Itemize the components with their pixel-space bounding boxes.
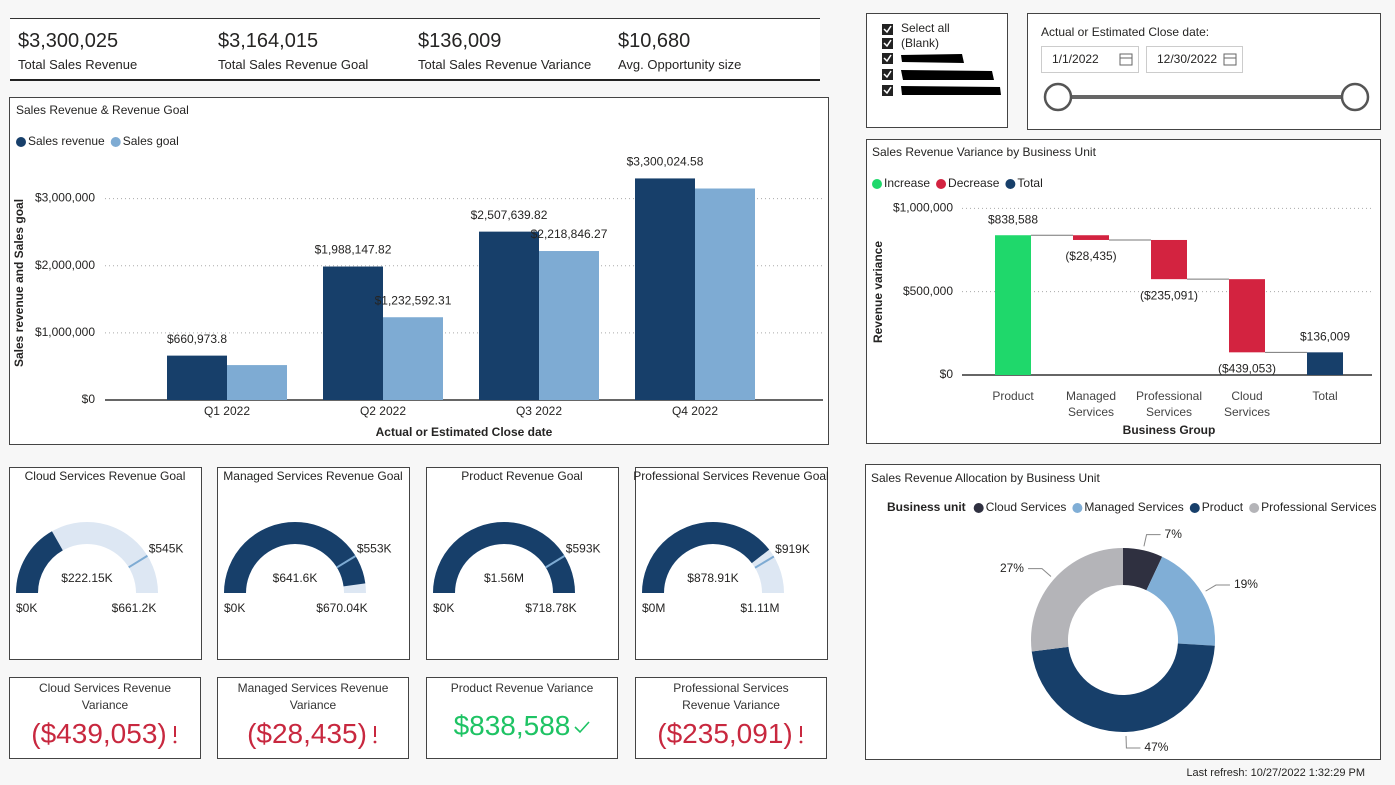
card-title: Product Revenue Variance xyxy=(450,681,594,695)
variance-card: Product Revenue Variance $838,588 xyxy=(426,677,618,759)
x-tick-label: Professional Services xyxy=(1135,389,1203,419)
gauge-panel xyxy=(426,467,619,660)
alert-icon xyxy=(799,726,803,744)
kpi-value: $10,680 xyxy=(618,30,691,52)
card-title: Cloud Services Revenue Variance xyxy=(38,681,172,712)
date-filter-title: Actual or Estimated Close date: xyxy=(1041,25,1210,39)
variance-card: Managed Services Revenue Variance ($28,4… xyxy=(217,677,409,759)
gauge-panel xyxy=(635,467,828,660)
kpi-label: Total Sales Revenue Goal xyxy=(218,57,369,72)
x-tick-label: Managed Services xyxy=(1065,389,1117,419)
x-tick-label: Product xyxy=(992,389,1034,403)
card-value-row: ($235,091) xyxy=(657,714,804,758)
card-value-row: ($439,053) xyxy=(31,714,178,758)
date-end[interactable]: 12/30/2022 xyxy=(1146,46,1243,73)
check-icon xyxy=(574,720,590,733)
card-value: $838,588 xyxy=(453,709,571,741)
card-title: Managed Services Revenue Variance xyxy=(237,681,389,712)
donut-panel xyxy=(865,464,1381,760)
card-value-row: $838,588 xyxy=(454,697,591,758)
gauge-panel xyxy=(217,467,410,660)
alert-icon xyxy=(373,726,377,744)
kpi-label: Avg. Opportunity size xyxy=(618,57,742,72)
footer: Last refresh: 10/27/2022 1:32:29 PM xyxy=(1186,767,1365,779)
card-value: ($235,091) xyxy=(657,718,793,749)
card-title: Professional Services Revenue Variance xyxy=(673,681,789,712)
card-value: ($439,053) xyxy=(31,718,167,749)
kpi-strip: $3,300,025 Total Sales Revenue $3,164,01… xyxy=(10,18,820,81)
kpi-value: $3,164,015 xyxy=(218,30,319,52)
bar-chart-panel xyxy=(9,97,829,445)
kpi-value: $136,009 xyxy=(418,30,502,52)
slicer-panel xyxy=(866,13,1008,128)
date-filter-panel: Actual or Estimated Close date: 1/1/2022… xyxy=(1027,13,1381,130)
gauge-panel xyxy=(9,467,202,660)
x-tick-label: Total xyxy=(1312,389,1338,403)
kpi-label: Total Sales Revenue xyxy=(18,57,138,72)
kpi-label: Total Sales Revenue Variance xyxy=(418,57,592,72)
card-value: ($28,435) xyxy=(247,718,367,749)
kpi-value: $3,300,025 xyxy=(18,30,119,52)
variance-card: Cloud Services Revenue Variance ($439,05… xyxy=(9,677,201,759)
variance-card: Professional Services Revenue Variance (… xyxy=(635,677,827,759)
alert-icon xyxy=(173,726,177,744)
date-start[interactable]: 1/1/2022 xyxy=(1041,46,1139,73)
x-tick-label: Cloud Services xyxy=(1223,389,1270,419)
card-value-row: ($28,435) xyxy=(247,714,379,758)
